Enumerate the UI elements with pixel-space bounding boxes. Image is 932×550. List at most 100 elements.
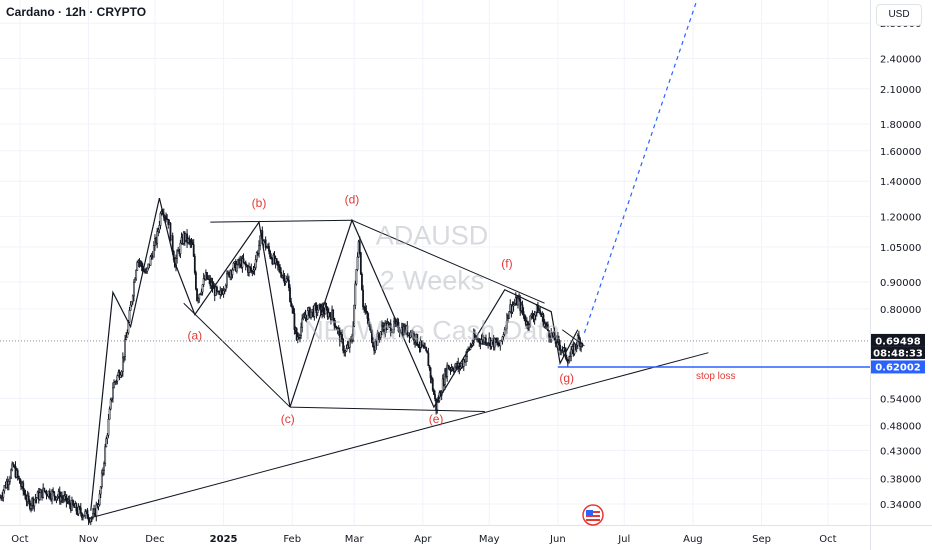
candle-body bbox=[198, 294, 201, 300]
candle-body bbox=[89, 518, 92, 522]
candle-body bbox=[426, 350, 429, 354]
candle-body bbox=[268, 246, 270, 252]
candle-body bbox=[146, 267, 149, 272]
candle-body bbox=[61, 496, 63, 499]
candle-body bbox=[259, 235, 262, 246]
candle-body bbox=[235, 264, 238, 272]
candle-body bbox=[386, 323, 389, 330]
candle-body bbox=[317, 304, 320, 311]
candle-body bbox=[17, 475, 20, 479]
candle-body bbox=[377, 333, 380, 337]
candle-body bbox=[112, 387, 114, 399]
candle-body bbox=[517, 297, 519, 306]
candle-body bbox=[102, 470, 104, 474]
candle-body bbox=[222, 290, 225, 295]
candle-body bbox=[24, 493, 27, 500]
candle-body bbox=[447, 364, 450, 370]
candle-body bbox=[539, 310, 542, 314]
watermark: ADAUSD 2 Weeks NEoWave Cash Data bbox=[304, 221, 561, 346]
candle-body bbox=[276, 260, 279, 266]
candle-body bbox=[16, 470, 19, 477]
x-tick-label: Jul bbox=[617, 534, 630, 545]
candle-body bbox=[371, 329, 373, 343]
candle-body bbox=[45, 491, 48, 496]
candle-body bbox=[315, 305, 318, 313]
candle-body bbox=[138, 260, 141, 263]
candle-body bbox=[129, 304, 132, 311]
candle-body bbox=[313, 305, 316, 317]
candle-body bbox=[2, 490, 5, 498]
candle-body bbox=[376, 333, 379, 346]
wave-label: (d) bbox=[345, 192, 360, 206]
candle-body bbox=[513, 303, 516, 306]
candle-body bbox=[201, 284, 204, 293]
candle-body bbox=[100, 472, 103, 488]
candle-body bbox=[134, 278, 136, 283]
us-flag-icon[interactable] bbox=[582, 504, 604, 526]
candle-body bbox=[130, 301, 133, 306]
candle-body bbox=[71, 500, 73, 511]
candle-body bbox=[355, 269, 358, 285]
candle-body bbox=[531, 314, 534, 318]
candle-body bbox=[300, 326, 302, 336]
candle-body bbox=[3, 485, 6, 492]
y-tick-label: 1.40000 bbox=[880, 177, 921, 188]
candle-body bbox=[224, 284, 227, 290]
candle-body bbox=[359, 252, 362, 275]
candle-body bbox=[53, 491, 56, 497]
stop-price-badge bbox=[871, 360, 925, 374]
candle-body bbox=[502, 334, 505, 338]
candle-body bbox=[333, 317, 336, 326]
candle-body bbox=[22, 482, 25, 492]
candle-body bbox=[63, 495, 66, 500]
x-tick-label: Apr bbox=[414, 534, 432, 545]
candle-body bbox=[99, 486, 102, 495]
candle-body bbox=[253, 267, 256, 271]
candle-body bbox=[499, 340, 502, 347]
candle-body bbox=[548, 330, 550, 338]
candle-body bbox=[48, 490, 51, 498]
candle-body bbox=[86, 509, 89, 519]
currency-button[interactable]: USD bbox=[876, 4, 922, 26]
candle-body bbox=[416, 333, 419, 346]
candle-body bbox=[43, 487, 46, 492]
candles bbox=[0, 208, 584, 526]
candle-body bbox=[192, 244, 195, 257]
candle-body bbox=[30, 505, 32, 509]
candle-body bbox=[231, 269, 234, 275]
candle-body bbox=[328, 312, 331, 316]
candle-body bbox=[65, 494, 68, 503]
candle-body bbox=[149, 256, 152, 266]
candle-body bbox=[152, 245, 155, 258]
candle-body bbox=[128, 309, 131, 323]
candle-body bbox=[133, 281, 135, 297]
x-tick-label: Dec bbox=[145, 534, 164, 545]
candle-body bbox=[223, 289, 226, 292]
candle-body bbox=[512, 304, 515, 307]
x-tick-label: May bbox=[479, 534, 500, 545]
candle-body bbox=[562, 347, 565, 352]
candle-body bbox=[332, 309, 335, 319]
candle-body bbox=[284, 281, 287, 284]
candle-body bbox=[147, 263, 150, 269]
candle-body bbox=[295, 328, 298, 341]
candle-body bbox=[573, 343, 576, 355]
y-tick-label: 0.43000 bbox=[880, 446, 921, 457]
candle-body bbox=[301, 318, 304, 328]
candle-body bbox=[68, 499, 71, 505]
candle-body bbox=[107, 418, 110, 436]
candle-body bbox=[565, 356, 568, 361]
candle-body bbox=[191, 242, 194, 246]
candle-body bbox=[33, 499, 36, 507]
candle-body bbox=[206, 272, 208, 280]
candle-body bbox=[216, 286, 218, 292]
countdown-badge bbox=[871, 346, 925, 359]
candle-body bbox=[497, 341, 499, 346]
candle-body bbox=[66, 501, 69, 503]
candle-body bbox=[431, 378, 434, 391]
candle-body bbox=[250, 267, 253, 272]
candle-body bbox=[459, 366, 462, 369]
candle-body bbox=[123, 356, 125, 359]
candle-body bbox=[242, 258, 245, 263]
